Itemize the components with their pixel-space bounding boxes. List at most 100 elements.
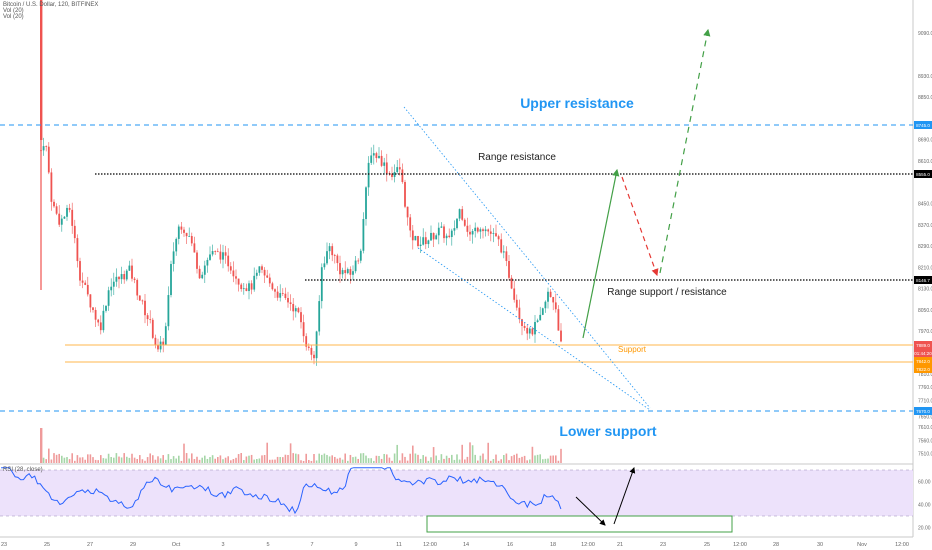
candle-body xyxy=(515,299,518,308)
volume-bar xyxy=(458,459,461,463)
volume-bar xyxy=(217,457,219,463)
price-badge xyxy=(914,276,932,284)
volume-bar xyxy=(284,454,287,463)
candle-body xyxy=(557,309,560,331)
volume-bar xyxy=(136,458,138,463)
volume-bar xyxy=(367,458,370,463)
volume-bar xyxy=(349,454,352,463)
candle-body xyxy=(505,251,508,261)
volume-bar xyxy=(331,455,333,463)
volume-bar xyxy=(422,455,424,463)
volume-bar xyxy=(120,457,123,463)
candle-body xyxy=(521,319,523,326)
volume-bar xyxy=(461,444,463,463)
candle-body xyxy=(489,231,492,234)
volume-bar xyxy=(490,460,492,463)
time-tick-label: 27 xyxy=(87,542,93,548)
candle-body xyxy=(211,251,214,255)
volume-bar xyxy=(87,454,89,463)
price-badge xyxy=(914,349,932,357)
volume-bar xyxy=(219,455,222,463)
volume-bar xyxy=(435,455,437,463)
volume-bar xyxy=(344,453,346,463)
volume-bar xyxy=(206,458,209,463)
candle-body xyxy=(115,276,118,282)
candle-body xyxy=(198,268,201,279)
time-tick-label: 23 xyxy=(1,542,7,548)
volume-bar xyxy=(61,455,63,463)
legend-volume-1: Vol (20) xyxy=(3,8,24,14)
volume-bar xyxy=(354,456,357,463)
candle-body xyxy=(398,167,401,170)
volume-bar xyxy=(523,455,526,463)
candle-body xyxy=(450,230,453,237)
price-badge-label: 7889.0 xyxy=(916,343,930,348)
volume-bar xyxy=(279,456,281,463)
candle-body xyxy=(554,302,557,310)
rsi-band xyxy=(0,470,913,516)
volume-bar xyxy=(388,457,391,463)
volume-bar xyxy=(487,442,489,463)
candle-body xyxy=(320,267,323,302)
time-tick-label: 7 xyxy=(310,542,313,548)
candle-body xyxy=(289,302,292,304)
candle-body xyxy=(172,251,175,264)
candle-body xyxy=(383,162,386,166)
candle-body xyxy=(123,274,126,280)
candle-body xyxy=(302,322,305,337)
volume-bar xyxy=(305,453,307,463)
volume-bar xyxy=(165,459,167,463)
price-tick-label: 8610.0 xyxy=(918,159,932,165)
time-tick-label: 9 xyxy=(354,542,357,548)
price-tick-label: 7970.0 xyxy=(918,329,932,335)
volume-bar xyxy=(149,453,151,463)
candle-body xyxy=(453,228,456,231)
volume-bar xyxy=(45,459,47,463)
candle-body xyxy=(463,219,466,226)
volume-bar xyxy=(263,454,266,463)
candle-body xyxy=(536,320,539,323)
candle-body xyxy=(180,226,183,230)
candle-body xyxy=(445,235,448,239)
volume-bar xyxy=(256,459,258,463)
volume-bar xyxy=(295,453,297,463)
candle-body xyxy=(435,235,438,240)
volume-bar xyxy=(172,456,175,463)
volume-bar xyxy=(328,456,331,463)
price-badge xyxy=(914,365,932,373)
price-tick-label: 8450.0 xyxy=(918,201,932,207)
candle-body xyxy=(508,260,510,278)
candle-body xyxy=(396,167,399,173)
volume-bar xyxy=(464,459,466,463)
candle-body xyxy=(157,345,159,350)
volume-bar xyxy=(341,459,344,463)
volume-bar xyxy=(214,458,216,463)
volume-bar xyxy=(76,455,79,463)
volume-bar xyxy=(269,459,271,463)
candle-body xyxy=(326,251,328,264)
time-tick-label: Nov xyxy=(857,542,867,548)
volume-bar xyxy=(474,454,476,463)
volume-bar xyxy=(66,457,68,463)
forecast-breakout-arrow xyxy=(659,28,711,274)
volume-bar xyxy=(513,454,515,463)
candle-body xyxy=(419,244,422,247)
lower-support-label: Lower support xyxy=(559,423,657,439)
volume-bar xyxy=(414,453,417,463)
volume-bar xyxy=(438,460,440,463)
candle-body xyxy=(79,261,81,281)
volume-bar xyxy=(466,456,469,463)
volume-bar xyxy=(287,454,289,463)
candle-body xyxy=(497,236,500,240)
rsi-tick-label: 20.00 xyxy=(918,526,931,532)
volume-bar xyxy=(107,453,110,463)
volume-bar xyxy=(357,458,359,463)
candle-body xyxy=(240,284,243,290)
time-tick-label: 29 xyxy=(130,542,136,548)
time-tick-label: Oct xyxy=(172,542,181,548)
candle-body xyxy=(318,301,321,332)
candle-body xyxy=(307,346,310,348)
candle-body xyxy=(336,255,339,264)
volume-bar xyxy=(362,453,365,463)
